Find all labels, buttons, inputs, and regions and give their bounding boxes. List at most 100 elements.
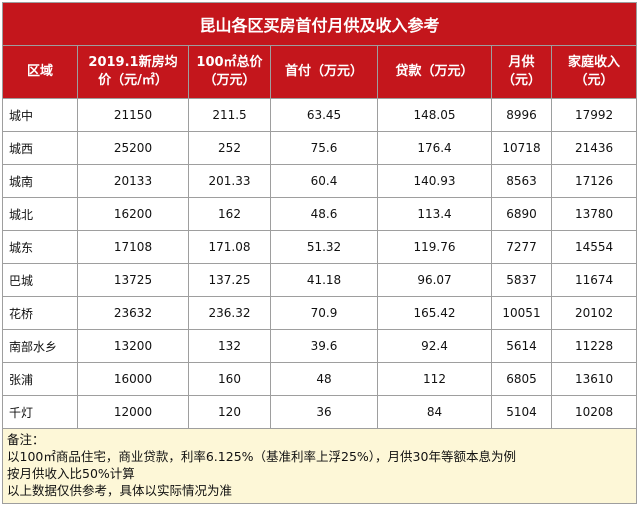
cell-price: 16000	[77, 362, 189, 396]
cell-down-payment: 41.18	[270, 263, 378, 297]
table-row: 南部水乡 13200 132 39.6 92.4 5614 11228	[2, 329, 638, 363]
notes-line-3: 以上数据仅供参考，具体以实际情况为准	[7, 483, 233, 498]
cell-region: 张浦	[2, 362, 78, 396]
cell-monthly-payment: 10718	[491, 131, 552, 165]
cell-monthly-payment: 8996	[491, 98, 552, 132]
cell-loan: 148.05	[377, 98, 492, 132]
cell-loan: 112	[377, 362, 492, 396]
cell-loan: 176.4	[377, 131, 492, 165]
cell-loan: 165.42	[377, 296, 492, 330]
cell-total-price: 211.5	[188, 98, 271, 132]
cell-total-price: 162	[188, 197, 271, 231]
header-income-line1: 家庭收入	[568, 55, 621, 70]
cell-total-price: 120	[188, 395, 271, 429]
cell-down-payment: 51.32	[270, 230, 378, 264]
notes-block: 备注： 以100㎡商品住宅，商业贷款，利率6.125%（基准利率上浮25%），月…	[1, 428, 638, 504]
cell-price: 20133	[77, 164, 189, 198]
cell-down-payment: 36	[270, 395, 378, 429]
cell-household-income: 17126	[550, 164, 638, 198]
cell-region: 巴城	[2, 263, 78, 297]
cell-price: 25200	[77, 131, 189, 165]
cell-total-price: 236.32	[188, 296, 271, 330]
notes-line-2: 按月供收入比50%计算	[7, 466, 135, 481]
cell-price: 23632	[77, 296, 189, 330]
cell-monthly-payment: 10051	[491, 296, 552, 330]
cell-down-payment: 48	[270, 362, 378, 396]
table-row: 巴城 13725 137.25 41.18 96.07 5837 11674	[2, 263, 638, 297]
cell-household-income: 10208	[550, 395, 638, 429]
cell-household-income: 17992	[550, 98, 638, 132]
cell-total-price: 252	[188, 131, 271, 165]
cell-monthly-payment: 5614	[491, 329, 552, 363]
cell-household-income: 21436	[550, 131, 638, 165]
header-price: 2019.1新房均 价（元/㎡）	[77, 45, 189, 99]
cell-household-income: 11228	[550, 329, 638, 363]
cell-household-income: 13780	[550, 197, 638, 231]
header-row: 区域 2019.1新房均 价（元/㎡） 100㎡总价 （万元） 首付（万元） 贷…	[2, 45, 638, 99]
cell-total-price: 201.33	[188, 164, 271, 198]
cell-total-price: 171.08	[188, 230, 271, 264]
cell-household-income: 11674	[550, 263, 638, 297]
cell-total-price: 160	[188, 362, 271, 396]
cell-down-payment: 60.4	[270, 164, 378, 198]
table-title: 昆山各区买房首付月供及收入参考	[1, 2, 638, 46]
cell-monthly-payment: 5837	[491, 263, 552, 297]
notes-line-1: 以100㎡商品住宅，商业贷款，利率6.125%（基准利率上浮25%），月供30年…	[7, 449, 516, 464]
cell-monthly-payment: 7277	[491, 230, 552, 264]
cell-loan: 84	[377, 395, 492, 429]
cell-price: 16200	[77, 197, 189, 231]
cell-region: 城北	[2, 197, 78, 231]
cell-price: 13200	[77, 329, 189, 363]
header-income-line2: （元）	[574, 73, 614, 88]
cell-household-income: 20102	[550, 296, 638, 330]
table-row: 花桥 23632 236.32 70.9 165.42 10051 20102	[2, 296, 638, 330]
header-total-line1: 100㎡总价	[196, 55, 263, 70]
cell-loan: 140.93	[377, 164, 492, 198]
cell-region: 城东	[2, 230, 78, 264]
notes-label: 备注：	[7, 432, 45, 447]
table-row: 城南 20133 201.33 60.4 140.93 8563 17126	[2, 164, 638, 198]
cell-price: 17108	[77, 230, 189, 264]
header-total-line2: （万元）	[203, 73, 256, 88]
cell-down-payment: 39.6	[270, 329, 378, 363]
header-monthly-line2: （元）	[501, 73, 541, 88]
header-price-line1: 2019.1新房均	[88, 55, 178, 70]
cell-region: 千灯	[2, 395, 78, 429]
cell-region: 城南	[2, 164, 78, 198]
cell-down-payment: 48.6	[270, 197, 378, 231]
cell-region: 城中	[2, 98, 78, 132]
cell-monthly-payment: 8563	[491, 164, 552, 198]
cell-down-payment: 63.45	[270, 98, 378, 132]
table-row: 城东 17108 171.08 51.32 119.76 7277 14554	[2, 230, 638, 264]
cell-loan: 96.07	[377, 263, 492, 297]
cell-monthly-payment: 6805	[491, 362, 552, 396]
header-down-payment: 首付（万元）	[270, 45, 378, 99]
cell-region: 城西	[2, 131, 78, 165]
table-row: 张浦 16000 160 48 112 6805 13610	[2, 362, 638, 396]
header-loan: 贷款（万元）	[377, 45, 492, 99]
table-row: 千灯 12000 120 36 84 5104 10208	[2, 395, 638, 429]
header-income: 家庭收入 （元）	[550, 45, 638, 99]
cell-loan: 113.4	[377, 197, 492, 231]
cell-price: 12000	[77, 395, 189, 429]
cell-price: 21150	[77, 98, 189, 132]
cell-down-payment: 70.9	[270, 296, 378, 330]
header-region: 区域	[2, 45, 78, 99]
cell-loan: 92.4	[377, 329, 492, 363]
header-monthly: 月供 （元）	[491, 45, 552, 99]
cell-total-price: 137.25	[188, 263, 271, 297]
header-total: 100㎡总价 （万元）	[188, 45, 271, 99]
cell-monthly-payment: 6890	[491, 197, 552, 231]
cell-household-income: 13610	[550, 362, 638, 396]
cell-price: 13725	[77, 263, 189, 297]
cell-loan: 119.76	[377, 230, 492, 264]
table-row: 城北 16200 162 48.6 113.4 6890 13780	[2, 197, 638, 231]
cell-region: 南部水乡	[2, 329, 78, 363]
table-row: 城西 25200 252 75.6 176.4 10718 21436	[2, 131, 638, 165]
cell-household-income: 14554	[550, 230, 638, 264]
cell-total-price: 132	[188, 329, 271, 363]
cell-down-payment: 75.6	[270, 131, 378, 165]
table-body: 城中 21150 211.5 63.45 148.05 8996 17992 城西 25200 2…	[2, 98, 638, 429]
